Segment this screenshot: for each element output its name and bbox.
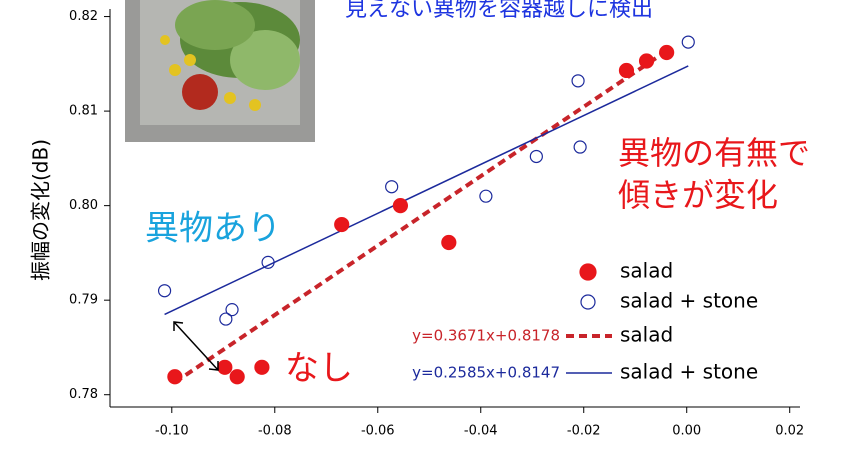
x-tick-label: 0.00 [672,424,701,439]
arrow [174,322,218,370]
point [393,199,407,213]
x-tick-label: -0.08 [258,424,292,439]
annotation: なし [285,349,353,389]
x-tick-label: 0.02 [775,424,804,439]
x-tick-label: -0.06 [361,424,395,439]
annotation: 傾きが変化 [618,176,778,214]
point [255,360,269,374]
y-tick-label: 0.82 [69,9,98,24]
x-tick-label: -0.02 [567,424,601,439]
point [572,75,584,87]
y-axis-label: 振幅の変化(dB) [29,139,53,281]
y-tick-label: 0.81 [69,104,98,119]
point [682,36,694,48]
legend-label: salad + stone [620,289,758,313]
legend-label: salad [620,323,673,347]
x-tick-label: -0.10 [155,424,189,439]
point [168,370,182,384]
point [226,304,238,316]
point [480,190,492,202]
fit-equation: y=0.2585x+0.8147 [412,364,560,382]
legend-marker [581,295,595,309]
point [262,256,274,268]
point [619,63,633,77]
chart-title: 見えない異物を容器越しに検出 [345,0,653,22]
point [660,45,674,59]
photo [125,0,315,142]
chart: -0.10 -0.08 -0.06 -0.04 -0.02 0.00 0.02 0.78 0.7… [0,0,850,456]
point [442,236,456,250]
point [530,150,542,162]
point [230,370,244,384]
point [159,285,171,297]
y-tick-label: 0.78 [69,387,98,402]
point [386,181,398,193]
annotation: 異物の有無で [618,134,810,172]
fit-equation: y=0.3671x+0.8178 [412,327,560,345]
point [640,54,654,68]
y-tick-label: 0.80 [69,198,98,213]
legend-marker [580,264,596,280]
point [218,360,232,374]
legend-label: salad [620,259,673,283]
point [335,218,349,232]
annotation: 異物あり [145,209,281,249]
legend-label: salad + stone [620,360,758,384]
y-tick-label: 0.79 [69,293,98,308]
x-tick-label: -0.04 [464,424,498,439]
point [574,141,586,153]
